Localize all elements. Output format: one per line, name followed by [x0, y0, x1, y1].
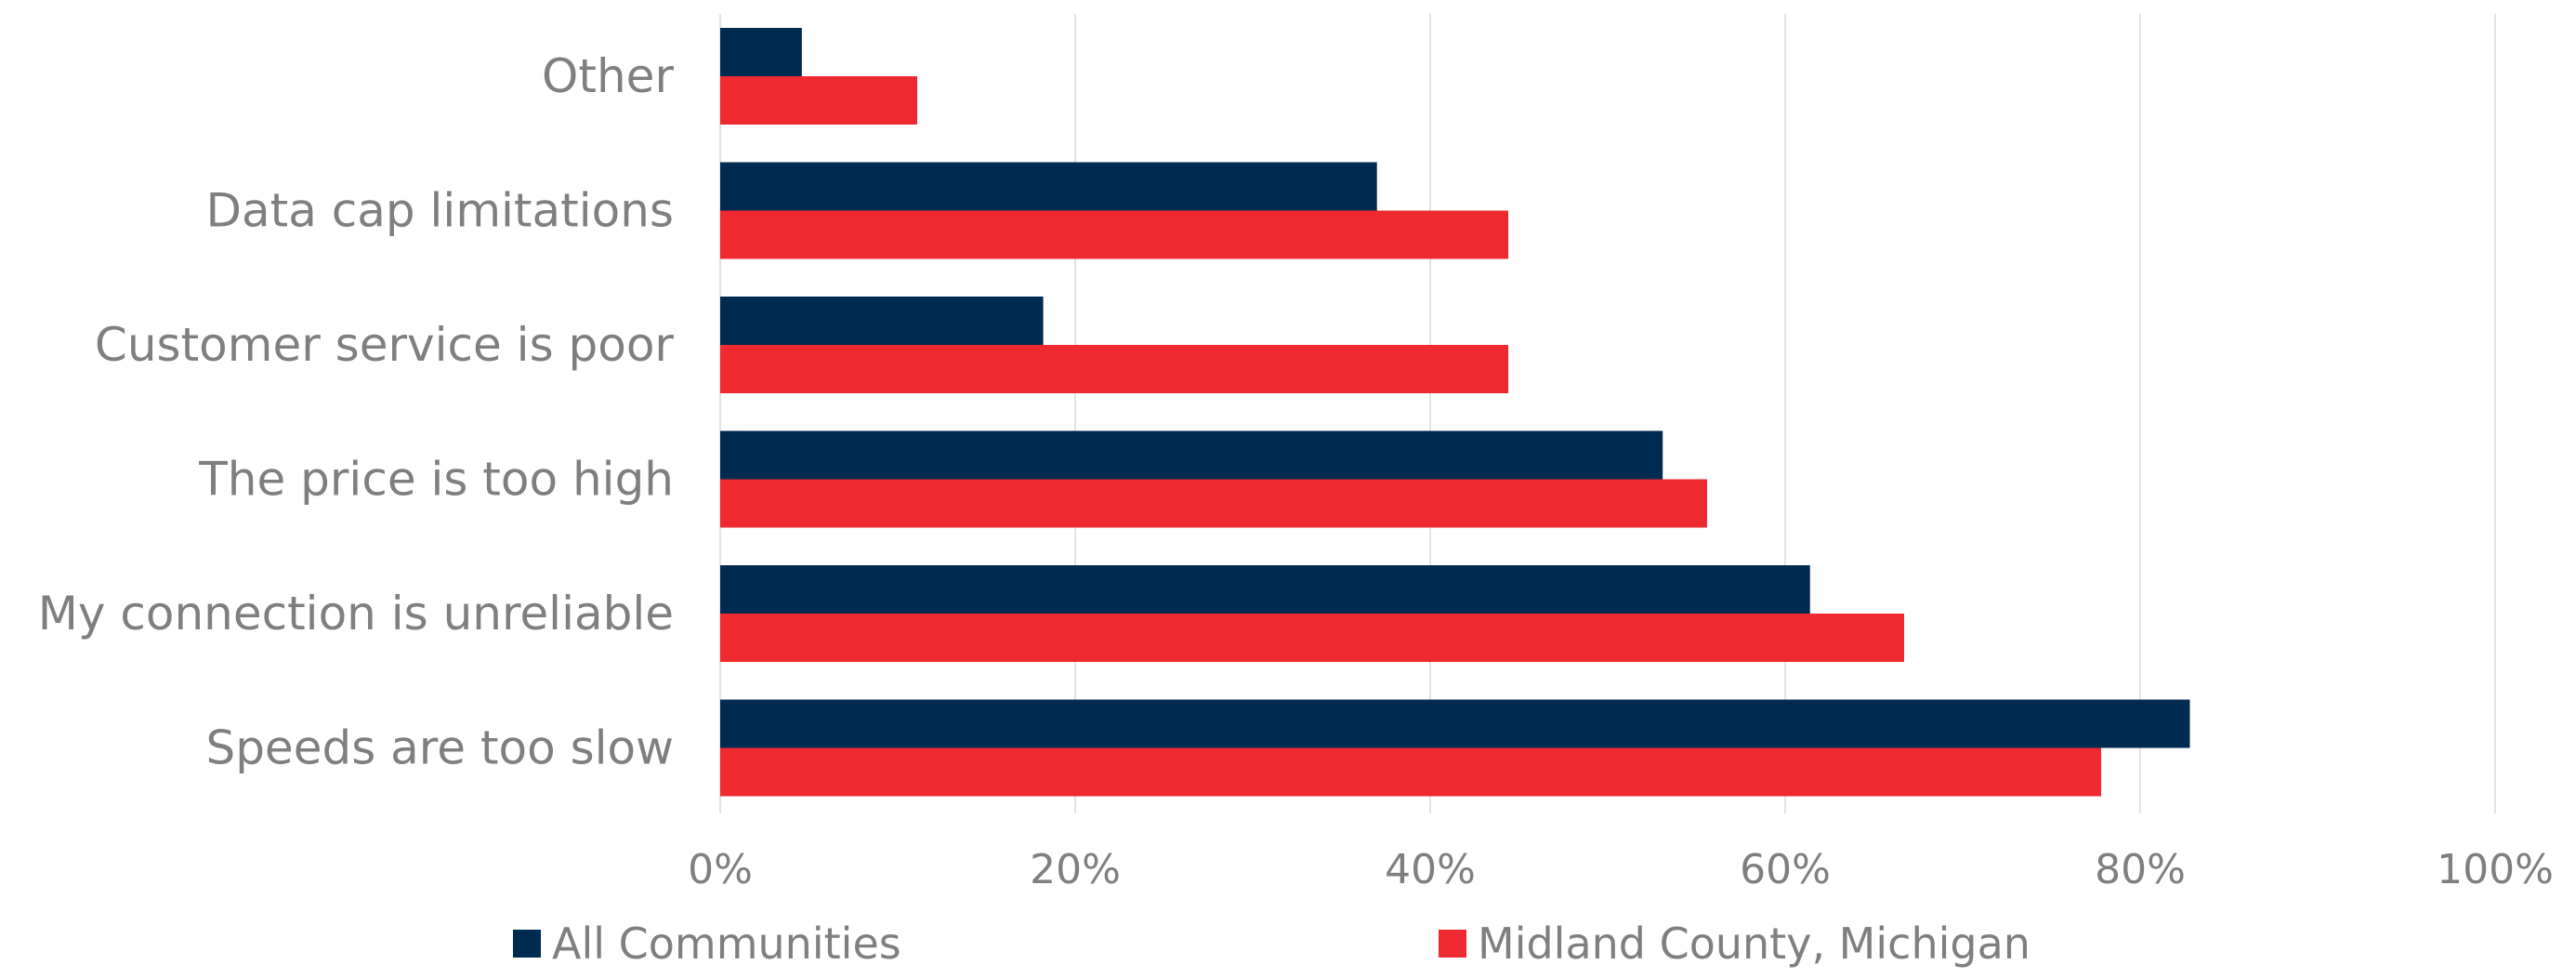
bar-series-1-0	[720, 76, 918, 125]
bar-series-0-5	[720, 699, 2190, 748]
legend-swatch	[513, 930, 541, 958]
x-tick-label: 80%	[2095, 846, 2186, 893]
legend: All Communities Midland County, Michigan	[513, 919, 2031, 969]
bar-series-1-5	[720, 747, 2101, 797]
category-labels: Other Data cap limitations Customer servic…	[38, 49, 675, 775]
category-label: Data cap limitations	[206, 184, 675, 238]
bar-series-1-3	[720, 479, 1707, 528]
bar-series-1-1	[720, 210, 1509, 259]
bar-series-0-0	[720, 28, 802, 76]
category-label: Other	[542, 49, 674, 103]
bar-series-0-3	[720, 430, 1663, 480]
x-tick-label: 20%	[1030, 846, 1121, 893]
legend-label: Midland County, Michigan	[1478, 919, 2031, 969]
gridlines	[719, 14, 2496, 813]
legend-swatch	[1439, 930, 1466, 958]
x-tick-label: 40%	[1385, 846, 1476, 893]
x-axis-tick-labels: 0% 20% 40% 60% 80% 100%	[688, 846, 2554, 893]
x-tick-label: 0%	[688, 846, 753, 893]
category-label: Customer service is poor	[95, 318, 675, 372]
category-label: My connection is unreliable	[38, 587, 674, 641]
legend-label: All Communities	[552, 919, 901, 969]
bar-series-1-2	[720, 345, 1509, 393]
bar-series-0-1	[720, 162, 1377, 211]
x-tick-label: 60%	[1740, 846, 1831, 893]
x-tick-label: 100%	[2437, 846, 2554, 893]
bars	[720, 28, 2190, 797]
bar-series-0-2	[720, 297, 1044, 345]
bar-series-1-4	[720, 614, 1904, 662]
category-label: Speeds are too slow	[205, 721, 674, 775]
category-label: The price is too high	[198, 453, 674, 507]
bar-series-0-4	[720, 565, 1810, 614]
